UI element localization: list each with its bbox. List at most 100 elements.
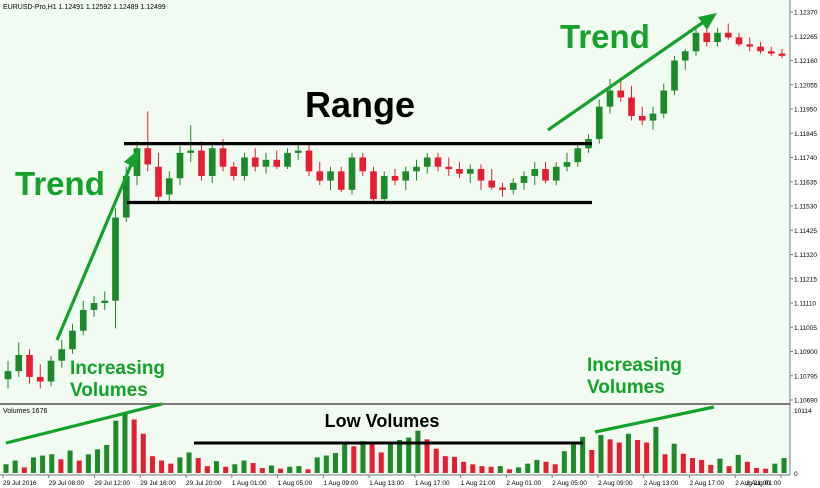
candle-body xyxy=(79,309,87,331)
candle-body xyxy=(595,106,603,140)
time-tick-label: 1 Aug 01:00 xyxy=(232,480,267,487)
price-tick-label: 1.11740 xyxy=(794,155,817,162)
volume-bar xyxy=(177,457,183,473)
candle-body xyxy=(198,150,205,176)
candle-body xyxy=(606,90,614,107)
volume-bar xyxy=(250,463,256,473)
candle-body xyxy=(58,349,66,361)
volume-bar xyxy=(204,466,210,473)
time-tick-label: 3 Aug 01:00 xyxy=(746,480,781,487)
volume-bar xyxy=(268,465,274,473)
price-tick-label: 1.11215 xyxy=(794,276,817,283)
volume-tick-label: 10114 xyxy=(794,408,812,415)
volume-bar xyxy=(12,460,18,473)
time-tick-label: 1 Aug 05:00 xyxy=(278,480,313,487)
candle-body xyxy=(757,46,764,52)
candle-body xyxy=(714,32,721,43)
candle-body xyxy=(294,150,302,153)
volume-bar xyxy=(689,458,695,473)
volume-tick-label: 0 xyxy=(794,471,798,478)
trend-label-right: Trend xyxy=(560,18,650,55)
volume-bar xyxy=(570,441,576,473)
volume-bar xyxy=(278,468,284,473)
volume-bar xyxy=(598,435,604,473)
time-tick-label: 2 Aug 13:00 xyxy=(644,480,679,487)
candle-body xyxy=(649,113,657,121)
volume-bar xyxy=(671,443,677,473)
candle-body xyxy=(746,44,754,47)
volume-bar xyxy=(159,460,165,473)
volume-bar xyxy=(680,453,686,473)
trend-arrow-left xyxy=(55,164,133,341)
candle-body xyxy=(445,166,453,170)
volume-bar xyxy=(67,450,73,473)
volume-bar xyxy=(726,466,732,473)
volume-bar xyxy=(397,439,403,473)
candle-body xyxy=(477,169,485,181)
volume-bar xyxy=(149,456,155,473)
candle-body xyxy=(262,159,270,167)
volume-bar xyxy=(351,446,357,473)
volume-bar xyxy=(214,461,220,473)
volume-bar xyxy=(122,413,128,473)
volume-bar xyxy=(424,439,430,473)
price-tick-label: 1.11005 xyxy=(794,325,817,332)
volume-bar xyxy=(3,464,9,473)
candle-body xyxy=(499,187,506,190)
volume-bar xyxy=(662,454,668,473)
price-tick-label: 1.12370 xyxy=(794,10,818,17)
candle-body xyxy=(251,157,259,167)
candle-body xyxy=(380,175,388,200)
candle-body xyxy=(434,157,442,167)
volume-bar xyxy=(30,457,36,473)
volume-bar xyxy=(470,464,476,473)
increasing-volumes-left-2: Volumes xyxy=(70,380,148,401)
time-tick-label: 2 Aug 05:00 xyxy=(552,480,587,487)
volume-trend-line-right xyxy=(594,405,715,434)
volume-bar xyxy=(699,459,705,473)
candle-body xyxy=(101,300,109,303)
candle-body xyxy=(703,32,711,43)
candle-body xyxy=(466,169,474,174)
volume-bar xyxy=(607,439,613,473)
candle-body xyxy=(638,115,646,121)
candle-body xyxy=(348,157,356,190)
volume-bar xyxy=(332,453,339,473)
candle-body xyxy=(47,360,55,382)
volume-bar xyxy=(781,458,787,473)
candle-body xyxy=(305,150,313,172)
candle-body xyxy=(692,32,700,52)
price-tick-label: 1.11110 xyxy=(794,301,816,308)
candle-body xyxy=(671,60,678,91)
candle-body xyxy=(767,51,775,54)
candle-body xyxy=(69,330,76,350)
volume-bar xyxy=(442,456,448,473)
time-tick-label: 29 Jul 2016 xyxy=(3,480,37,487)
time-tick-label: 1 Aug 21:00 xyxy=(461,480,496,487)
volume-bar xyxy=(543,461,549,473)
volume-bar xyxy=(461,461,467,473)
candle-body xyxy=(337,171,345,190)
candle-body xyxy=(230,166,238,176)
volume-bar xyxy=(653,426,659,473)
candle-body xyxy=(208,148,216,176)
candle-body xyxy=(542,169,549,181)
right-axis-area xyxy=(790,0,820,488)
volume-bar xyxy=(223,466,229,473)
increasing-volumes-right-2: Volumes xyxy=(587,377,665,398)
candlesticks xyxy=(4,23,786,389)
volume-bar xyxy=(232,464,238,473)
volume-bar xyxy=(763,468,769,473)
price-tick-label: 1.10795 xyxy=(794,373,818,380)
volume-bar xyxy=(360,441,366,473)
volume-bar xyxy=(552,464,558,473)
volume-bar xyxy=(644,442,650,473)
candle-body xyxy=(509,182,517,190)
volume-bar xyxy=(40,455,46,473)
candle-body xyxy=(413,166,420,172)
volume-bar xyxy=(735,454,741,473)
volume-bar xyxy=(497,466,503,473)
candle-body xyxy=(144,148,152,165)
time-tick-label: 29 Jul 08:00 xyxy=(49,480,85,487)
volume-bar xyxy=(754,468,760,473)
